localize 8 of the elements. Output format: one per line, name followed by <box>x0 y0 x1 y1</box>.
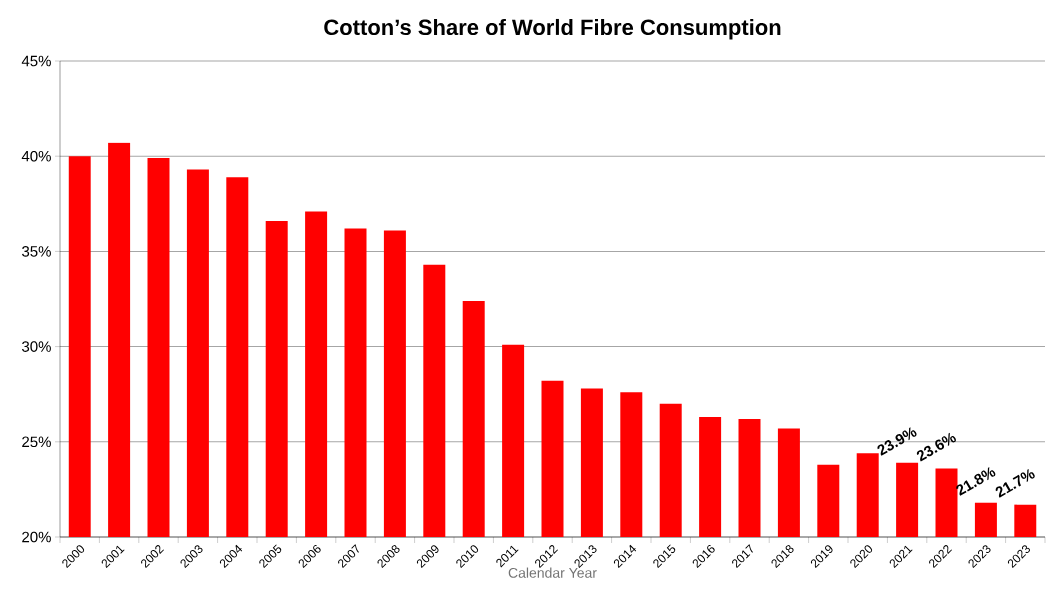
y-tick-label: 20% <box>22 531 51 543</box>
y-tick-label: 25% <box>22 436 51 448</box>
chart-title: Cotton’s Share of World Fibre Consumption <box>324 18 781 40</box>
y-tick-label: 45% <box>21 55 51 67</box>
x-axis-title: Calendar Year <box>508 567 597 578</box>
y-tick-label: 35% <box>22 246 51 257</box>
y-tick-label: 40% <box>21 150 51 162</box>
y-tick-label: 30% <box>22 341 51 352</box>
